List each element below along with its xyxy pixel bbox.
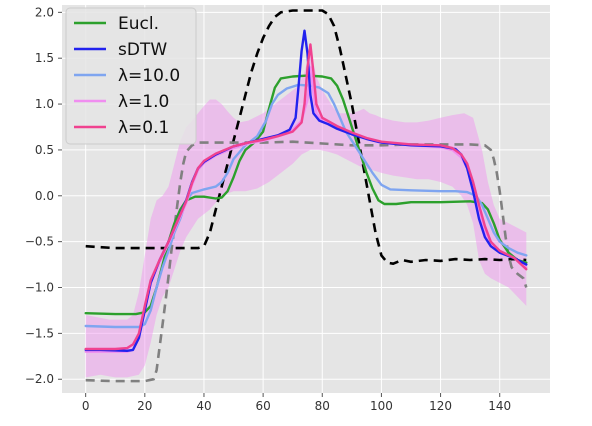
- y-tick-label: 2.0: [35, 5, 54, 19]
- series-line-5: [85, 9, 527, 265]
- y-tick-label: 0.5: [35, 143, 54, 157]
- axis-ticks: 0 20 40 60 80 100 120 140 −2.0 −1.5 −1.0 −0.5 0.0 0.5…: [25, 5, 511, 413]
- y-tick-label: 1.5: [35, 51, 54, 65]
- legend-label: sDTW: [118, 40, 167, 60]
- y-tick-label: 0.0: [35, 189, 54, 203]
- y-tick-label: 1.0: [35, 97, 54, 111]
- x-tick-label: 100: [370, 399, 393, 413]
- y-tick-label: −2.0: [25, 372, 54, 386]
- x-tick-label: 20: [137, 399, 152, 413]
- legend-label: λ=1.0: [118, 92, 169, 112]
- legend: Eucl. sDTW λ=10.0 λ=1.0 λ=0.1: [65, 7, 197, 145]
- x-tick-label: 60: [255, 399, 270, 413]
- x-tick-label: 40: [196, 399, 211, 413]
- y-tick-label: −1.5: [25, 326, 54, 340]
- series-line-4: [84, 43, 528, 351]
- legend-box: [65, 7, 197, 145]
- series-line-0: [84, 74, 528, 316]
- legend-label: λ=0.1: [118, 118, 169, 138]
- series-line-6: [85, 140, 528, 383]
- x-tick-label: 140: [488, 399, 511, 413]
- x-tick-label: 120: [429, 399, 452, 413]
- x-tick-label: 0: [82, 399, 90, 413]
- y-tick-label: −0.5: [25, 235, 54, 249]
- legend-label: λ=10.0: [118, 66, 180, 86]
- y-tick-label: −1.0: [25, 281, 54, 295]
- x-tick-label: 80: [315, 399, 330, 413]
- legend-label: Eucl.: [118, 14, 159, 34]
- series-lines: [84, 9, 528, 383]
